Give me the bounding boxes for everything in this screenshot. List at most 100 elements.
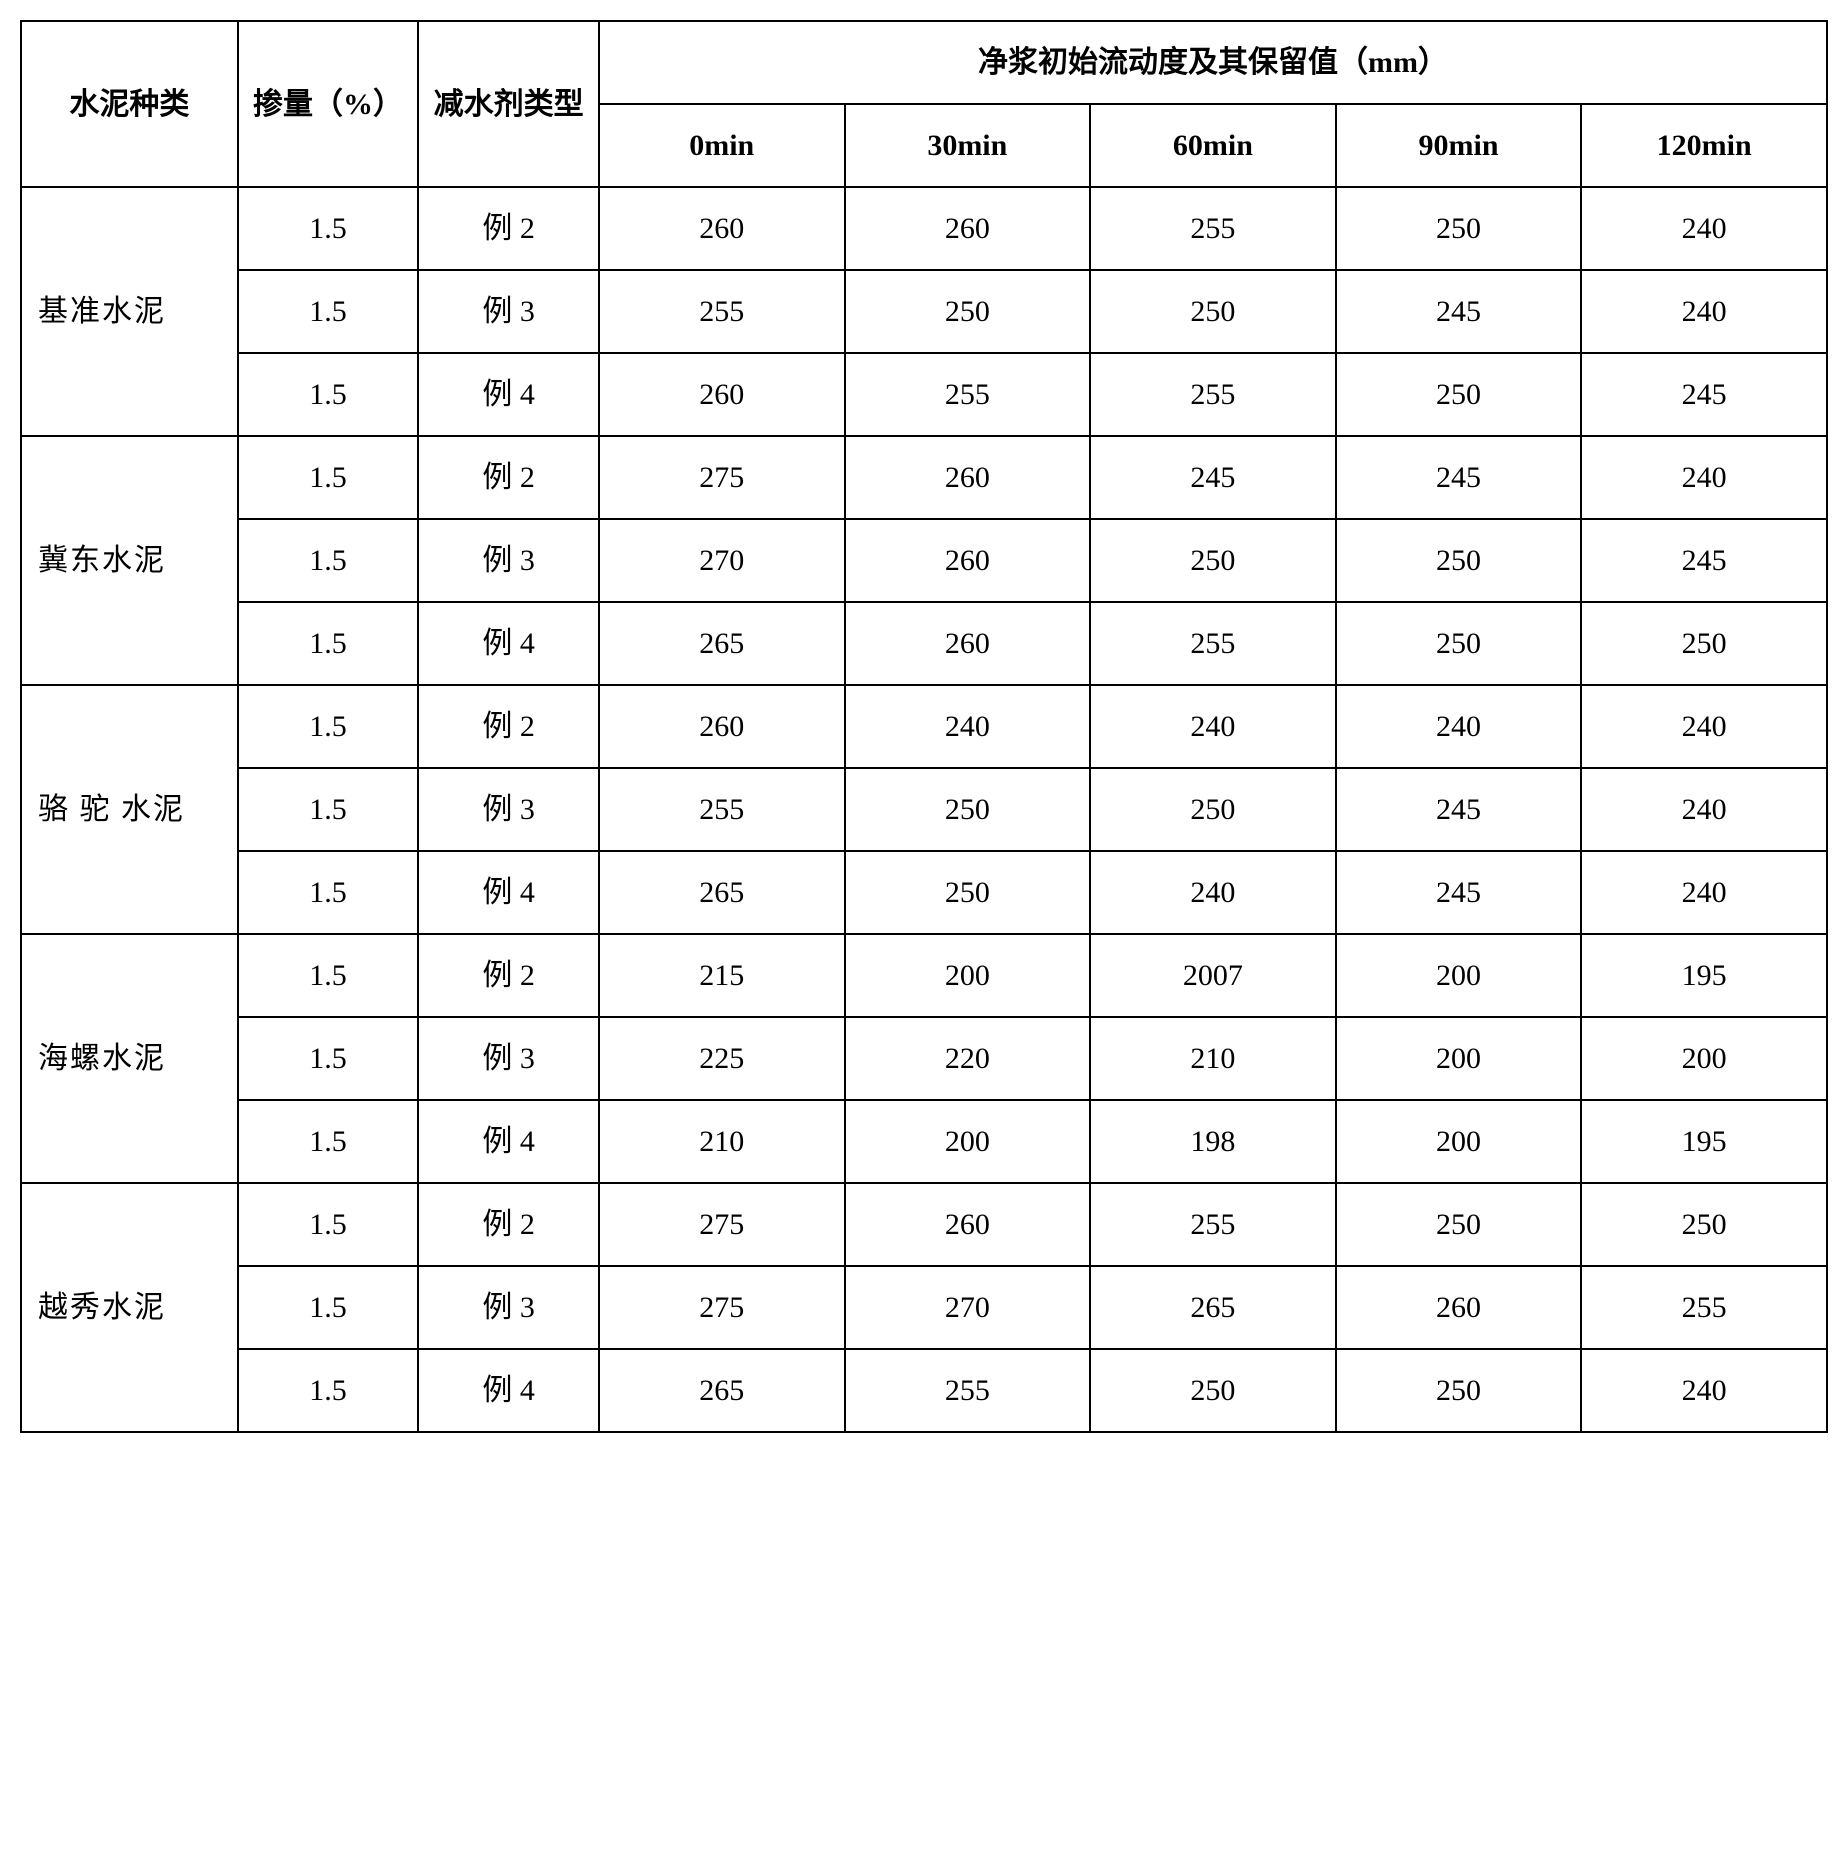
value-30-cell: 200 (845, 934, 1091, 1017)
agent-cell: 例 3 (418, 768, 599, 851)
value-0-cell: 270 (599, 519, 845, 602)
table-row: 1.5例 3255250250245240 (21, 270, 1827, 353)
value-60-cell: 198 (1090, 1100, 1336, 1183)
value-0-cell: 265 (599, 1349, 845, 1432)
value-0-cell: 210 (599, 1100, 845, 1183)
value-30-cell: 250 (845, 851, 1091, 934)
value-0-cell: 275 (599, 436, 845, 519)
dosage-cell: 1.5 (238, 685, 419, 768)
table-row: 基准水泥1.5例 2260260255250240 (21, 187, 1827, 270)
dosage-cell: 1.5 (238, 353, 419, 436)
header-cement-type: 水泥种类 (21, 21, 238, 187)
value-30-cell: 260 (845, 602, 1091, 685)
agent-cell: 例 2 (418, 934, 599, 1017)
value-60-cell: 250 (1090, 1349, 1336, 1432)
table-row: 1.5例 4265250240245240 (21, 851, 1827, 934)
value-120-cell: 245 (1581, 519, 1827, 602)
value-30-cell: 200 (845, 1100, 1091, 1183)
agent-cell: 例 4 (418, 602, 599, 685)
value-60-cell: 240 (1090, 851, 1336, 934)
table-row: 1.5例 4210200198200195 (21, 1100, 1827, 1183)
header-row-1: 水泥种类 掺量（%） 减水剂类型 净浆初始流动度及其保留值（mm） (21, 21, 1827, 104)
value-60-cell: 250 (1090, 270, 1336, 353)
value-120-cell: 195 (1581, 934, 1827, 1017)
value-0-cell: 265 (599, 602, 845, 685)
value-120-cell: 240 (1581, 187, 1827, 270)
table-row: 越秀水泥1.5例 2275260255250250 (21, 1183, 1827, 1266)
value-120-cell: 240 (1581, 685, 1827, 768)
value-90-cell: 260 (1336, 1266, 1582, 1349)
dosage-cell: 1.5 (238, 851, 419, 934)
value-0-cell: 265 (599, 851, 845, 934)
agent-cell: 例 2 (418, 187, 599, 270)
dosage-cell: 1.5 (238, 436, 419, 519)
dosage-cell: 1.5 (238, 1017, 419, 1100)
value-30-cell: 250 (845, 768, 1091, 851)
value-60-cell: 250 (1090, 519, 1336, 602)
header-time-60: 60min (1090, 104, 1336, 187)
value-120-cell: 245 (1581, 353, 1827, 436)
value-30-cell: 260 (845, 436, 1091, 519)
value-60-cell: 255 (1090, 1183, 1336, 1266)
agent-cell: 例 4 (418, 353, 599, 436)
header-time-90: 90min (1336, 104, 1582, 187)
value-30-cell: 220 (845, 1017, 1091, 1100)
value-30-cell: 260 (845, 519, 1091, 602)
cement-flow-table: 水泥种类 掺量（%） 减水剂类型 净浆初始流动度及其保留值（mm） 0min 3… (20, 20, 1828, 1433)
agent-cell: 例 2 (418, 436, 599, 519)
value-30-cell: 255 (845, 1349, 1091, 1432)
value-120-cell: 200 (1581, 1017, 1827, 1100)
table-row: 1.5例 3270260250250245 (21, 519, 1827, 602)
value-90-cell: 250 (1336, 187, 1582, 270)
table-row: 海螺水泥1.5例 22152002007200195 (21, 934, 1827, 1017)
value-0-cell: 260 (599, 353, 845, 436)
value-90-cell: 250 (1336, 1183, 1582, 1266)
table-body: 基准水泥1.5例 22602602552502401.5例 3255250250… (21, 187, 1827, 1432)
value-120-cell: 250 (1581, 602, 1827, 685)
value-90-cell: 250 (1336, 602, 1582, 685)
value-0-cell: 275 (599, 1183, 845, 1266)
value-60-cell: 210 (1090, 1017, 1336, 1100)
value-30-cell: 260 (845, 187, 1091, 270)
value-0-cell: 255 (599, 768, 845, 851)
value-60-cell: 265 (1090, 1266, 1336, 1349)
cement-type-cell: 冀东水泥 (21, 436, 238, 685)
value-90-cell: 240 (1336, 685, 1582, 768)
value-90-cell: 245 (1336, 436, 1582, 519)
value-90-cell: 250 (1336, 353, 1582, 436)
value-0-cell: 255 (599, 270, 845, 353)
value-120-cell: 195 (1581, 1100, 1827, 1183)
agent-cell: 例 3 (418, 270, 599, 353)
dosage-cell: 1.5 (238, 1100, 419, 1183)
value-30-cell: 255 (845, 353, 1091, 436)
value-60-cell: 240 (1090, 685, 1336, 768)
header-time-0: 0min (599, 104, 845, 187)
table-row: 1.5例 4260255255250245 (21, 353, 1827, 436)
dosage-cell: 1.5 (238, 270, 419, 353)
value-60-cell: 255 (1090, 187, 1336, 270)
agent-cell: 例 2 (418, 685, 599, 768)
dosage-cell: 1.5 (238, 1349, 419, 1432)
agent-cell: 例 4 (418, 1100, 599, 1183)
header-flow-retention: 净浆初始流动度及其保留值（mm） (599, 21, 1827, 104)
value-60-cell: 2007 (1090, 934, 1336, 1017)
cement-type-cell: 基准水泥 (21, 187, 238, 436)
value-30-cell: 240 (845, 685, 1091, 768)
header-agent-type: 减水剂类型 (418, 21, 599, 187)
agent-cell: 例 4 (418, 1349, 599, 1432)
cement-type-cell: 海螺水泥 (21, 934, 238, 1183)
table-row: 1.5例 4265260255250250 (21, 602, 1827, 685)
table-row: 1.5例 3275270265260255 (21, 1266, 1827, 1349)
value-0-cell: 260 (599, 685, 845, 768)
value-0-cell: 215 (599, 934, 845, 1017)
value-60-cell: 255 (1090, 353, 1336, 436)
value-120-cell: 240 (1581, 1349, 1827, 1432)
table-row: 冀东水泥1.5例 2275260245245240 (21, 436, 1827, 519)
cement-type-cell: 越秀水泥 (21, 1183, 238, 1432)
dosage-cell: 1.5 (238, 187, 419, 270)
value-120-cell: 240 (1581, 851, 1827, 934)
header-dosage: 掺量（%） (238, 21, 419, 187)
dosage-cell: 1.5 (238, 768, 419, 851)
value-0-cell: 225 (599, 1017, 845, 1100)
agent-cell: 例 3 (418, 1017, 599, 1100)
